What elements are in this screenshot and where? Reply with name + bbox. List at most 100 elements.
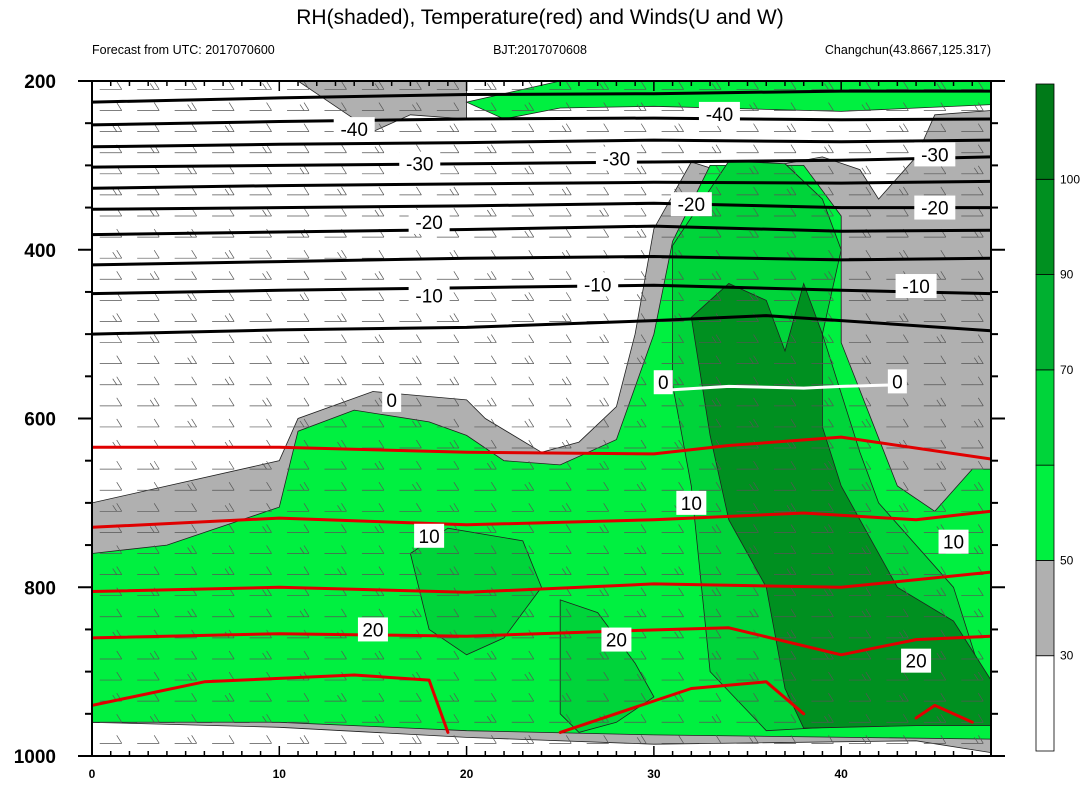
wind-barb-flag <box>341 376 347 385</box>
wind-barb-flag <box>903 503 909 512</box>
wind-barb-flag <box>491 207 497 217</box>
wind-barb <box>361 650 385 660</box>
wind-barb-flag <box>753 292 759 301</box>
wind-barb <box>324 650 347 660</box>
wind-barb <box>624 397 647 407</box>
wind-barb-flag <box>299 104 305 111</box>
wind-barb-flag <box>228 292 235 301</box>
wind-barb <box>436 102 460 111</box>
wind-barb-flag <box>153 397 160 407</box>
wind-barb-flag <box>973 610 979 617</box>
wind-barb-flag <box>678 650 684 660</box>
wind-barb-flag <box>266 735 272 744</box>
wind-barb-flag <box>824 526 829 533</box>
wind-barb-flag <box>228 692 235 702</box>
x-tick-label: 10 <box>273 767 287 781</box>
wind-barb <box>886 587 909 597</box>
wind-barb <box>99 250 123 259</box>
wind-barb <box>511 334 535 343</box>
wind-barb-flag <box>153 482 160 491</box>
wind-barb-flag <box>640 545 647 554</box>
wind-barb-flag <box>940 271 947 280</box>
wind-barb <box>174 566 197 575</box>
wind-barb <box>699 566 722 575</box>
wind-barb <box>249 482 272 491</box>
wind-barb-flag <box>977 334 984 343</box>
wind-barb <box>848 397 872 407</box>
wind-barb-flag <box>865 355 872 364</box>
wind-barb <box>773 629 797 639</box>
wind-barb <box>436 650 460 660</box>
wind-barb-flag <box>636 737 642 744</box>
wind-barb-flag <box>973 167 979 175</box>
wind-barb-flag <box>861 104 867 111</box>
wind-barb <box>511 460 535 470</box>
wind-barb <box>586 460 609 470</box>
wind-barb <box>212 524 235 533</box>
wind-barb-flag <box>449 441 455 449</box>
wind-barb-flag <box>603 186 609 196</box>
wind-barb-flag <box>678 629 684 639</box>
wind-barb <box>886 334 909 343</box>
wind-barb-flag <box>374 526 380 533</box>
wind-barb-flag <box>903 81 909 90</box>
wind-barb-flag <box>528 144 535 153</box>
wind-barb-flag <box>191 397 197 407</box>
wind-barb <box>549 186 572 196</box>
wind-barb-flag <box>565 524 572 533</box>
wind-barb <box>923 735 947 744</box>
wind-barb-flag <box>786 125 792 132</box>
wind-barb <box>287 735 310 744</box>
wind-barb-flag <box>828 207 834 217</box>
wind-barb <box>212 692 235 702</box>
wind-barb <box>549 313 572 322</box>
wind-barb <box>811 524 834 533</box>
wind-barb <box>699 144 722 154</box>
wind-barb-flag <box>341 482 347 491</box>
wind-barb <box>511 144 535 154</box>
wind-barb <box>474 671 497 681</box>
wind-barb-flag <box>899 188 904 196</box>
wind-barb <box>848 608 872 618</box>
wind-barb <box>811 735 834 744</box>
wind-barb <box>212 503 235 512</box>
wind-barb <box>511 102 535 111</box>
wind-barb-flag <box>303 102 310 111</box>
wind-barb-flag <box>374 209 380 217</box>
wind-barb <box>249 376 272 386</box>
wind-barb <box>699 524 722 533</box>
wind-barb <box>399 271 422 280</box>
wind-barb-flag <box>940 397 947 407</box>
wind-barb-flag <box>528 334 535 343</box>
bjt-label: BJT:2017070608 <box>493 43 587 57</box>
wind-barb-flag <box>678 355 684 364</box>
wind-barb-flag <box>865 165 872 174</box>
wind-barb-flag <box>487 716 492 723</box>
wind-barb-flag <box>715 334 722 343</box>
wind-barb-flag <box>865 250 872 259</box>
wind-barb-flag <box>528 355 535 364</box>
wind-barb <box>736 418 759 428</box>
wind-barb <box>848 692 872 702</box>
wind-barb-flag <box>116 671 123 681</box>
wind-barb-flag <box>828 186 834 196</box>
wind-barb <box>212 81 235 90</box>
wind-barb <box>174 460 197 470</box>
wind-barb <box>174 376 197 386</box>
wind-barb-flag <box>528 735 535 744</box>
contour-label-box <box>357 617 388 642</box>
wind-barb-flag <box>266 460 272 470</box>
wind-barb-flag <box>790 376 797 385</box>
wind-barb <box>249 418 272 428</box>
wind-barb <box>736 692 759 702</box>
wind-barb-flag <box>453 545 460 554</box>
wind-barb-flag <box>640 165 647 174</box>
wind-barb-flag <box>636 547 642 554</box>
wind-barb <box>212 376 235 386</box>
wind-barb-flag <box>753 650 759 660</box>
wind-barb <box>923 714 947 723</box>
wind-barb <box>399 735 422 744</box>
wind-barb <box>436 123 460 132</box>
wind-barb-flag <box>940 355 947 364</box>
